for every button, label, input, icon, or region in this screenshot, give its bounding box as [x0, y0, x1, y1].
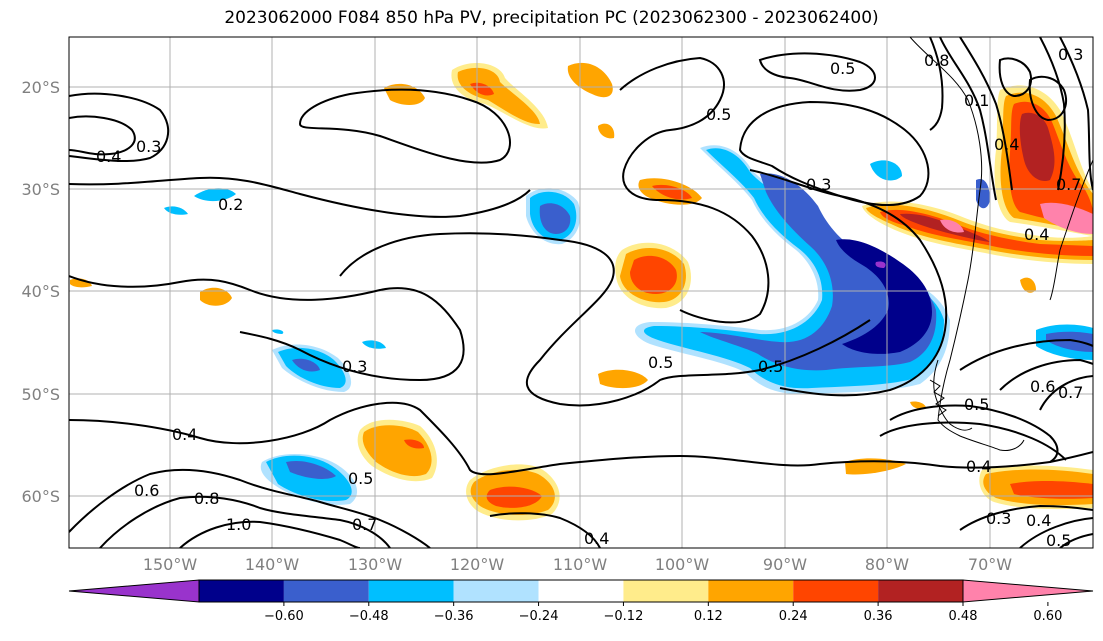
colorbar-tick-label: 0.48	[949, 609, 978, 624]
colorbar-tick-label: −0.36	[434, 609, 474, 624]
colorbar-swatch	[283, 580, 369, 602]
contour-label: 0.4	[584, 529, 609, 548]
contour-label: 0.5	[758, 357, 783, 376]
map-layers	[69, 37, 1093, 548]
contour-label: 0.4	[172, 425, 197, 444]
colorbar-tick-label: −0.48	[349, 609, 389, 624]
lon-tick-label: 110°W	[553, 555, 608, 574]
contour-label: 0.6	[1030, 377, 1055, 396]
precip-negative-shading	[164, 145, 1093, 505]
colorbar-tick-label: −0.60	[264, 609, 304, 624]
colorbar-tick-label: 0.60	[1033, 609, 1062, 624]
contour-label: 0.3	[342, 357, 367, 376]
contour-label: 0.7	[1056, 175, 1081, 194]
colorbar-swatch	[453, 580, 539, 602]
contour-label: 0.1	[964, 91, 989, 110]
contour-label: 0.5	[964, 395, 989, 414]
lon-tick-label: 140°W	[245, 555, 300, 574]
contour-label: 0.7	[352, 515, 377, 534]
colorbar-swatch	[623, 580, 709, 602]
contour-label: 0.3	[1058, 45, 1083, 64]
lat-tick-label: 30°S	[21, 180, 60, 199]
colorbar-swatch	[538, 580, 624, 602]
lat-tick-label: 50°S	[21, 385, 60, 404]
contour-label: 0.7	[1058, 383, 1083, 402]
longitude-axis: 150°W 140°W 130°W 120°W 110°W 100°W 90°W…	[143, 555, 1012, 574]
contour-label: 0.3	[806, 175, 831, 194]
contour-label: 0.3	[136, 137, 161, 156]
lon-tick-label: 130°W	[348, 555, 403, 574]
colorbar-outline	[198, 579, 964, 603]
pv-contours	[69, 37, 1093, 548]
lon-tick-label: 70°W	[968, 555, 1012, 574]
colorbar-swatch	[199, 580, 284, 602]
contour-label: 0.5	[706, 105, 731, 124]
graticule	[69, 37, 1093, 548]
colorbar-extend-high	[962, 579, 1094, 603]
colorbar-tick-label: −0.24	[519, 609, 559, 624]
latitude-axis: 20°S 30°S 40°S 50°S 60°S	[21, 78, 60, 506]
lon-tick-label: 80°W	[865, 555, 909, 574]
colorbar-tick-label: 0.24	[779, 609, 808, 624]
contour-label: 0.8	[194, 489, 219, 508]
colorbar-swatch	[793, 580, 879, 602]
coastline	[909, 37, 1093, 451]
contour-label: 0.4	[1024, 225, 1049, 244]
contour-label: 0.8	[924, 51, 949, 70]
contour-label: 1.0	[226, 515, 251, 534]
lon-tick-label: 150°W	[143, 555, 198, 574]
contour-label: 0.5	[830, 59, 855, 78]
colorbar-extend-low	[68, 579, 200, 603]
contour-label: 0.4	[96, 147, 121, 166]
contour-label: 0.4	[966, 457, 991, 476]
lat-tick-label: 40°S	[21, 282, 60, 301]
contour-labels: 0.4 0.3 0.2 0.3 0.5 0.3 0.5 0.4 0.6 0.8 …	[96, 45, 1083, 550]
colorbar-swatch	[708, 580, 794, 602]
map-title: 2023062000 F084 850 hPa PV, precipitatio…	[224, 8, 879, 28]
lon-tick-label: 100°W	[655, 555, 710, 574]
contour-label: 0.5	[648, 353, 673, 372]
colorbar: −0.60 −0.48 −0.36 −0.24 −0.12 0.12 0.24 0.36 0.4…	[68, 579, 1094, 624]
lon-tick-label: 120°W	[450, 555, 505, 574]
lat-tick-label: 20°S	[21, 78, 60, 97]
contour-label: 0.2	[218, 195, 243, 214]
lon-tick-label: 90°W	[763, 555, 807, 574]
contour-label: 0.3	[986, 509, 1011, 528]
contour-label: 0.5	[348, 469, 373, 488]
colorbar-tick-label: 0.36	[864, 609, 893, 624]
lat-tick-label: 60°S	[21, 487, 60, 506]
colorbar-swatch	[368, 580, 454, 602]
contour-label: 0.4	[994, 135, 1019, 154]
colorbar-tick-label: −0.12	[604, 609, 644, 624]
contour-label: 0.5	[1046, 531, 1071, 550]
contour-label: 0.4	[1026, 511, 1051, 530]
contour-label: 0.6	[134, 481, 159, 500]
colorbar-swatch	[878, 580, 963, 602]
colorbar-tick-label: 0.12	[694, 609, 723, 624]
